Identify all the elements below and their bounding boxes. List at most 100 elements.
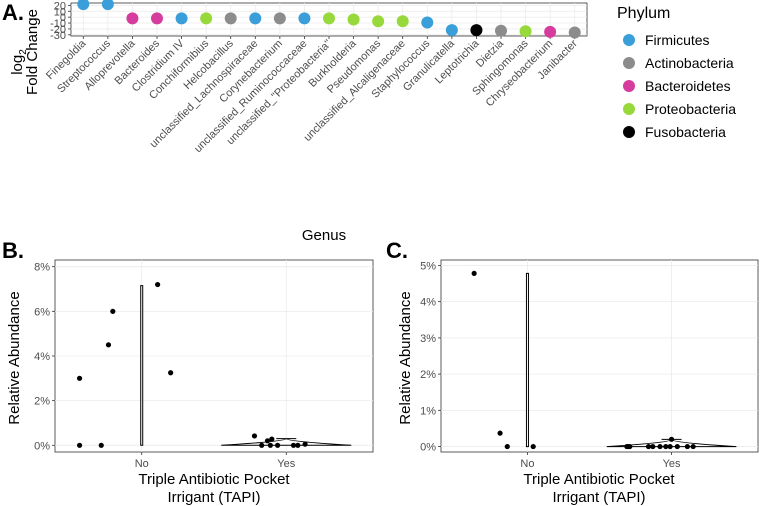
panel-c-ylabel: Relative Abundance xyxy=(397,291,414,424)
panel-c-ytick-label: 3% xyxy=(420,333,436,345)
panel-a-point xyxy=(77,0,90,11)
panel-a-ylabel-log: log xyxy=(9,55,26,75)
panel-c-ytick-label: 1% xyxy=(420,405,436,417)
legend-label: Fusobacteria xyxy=(645,124,726,140)
legend: Phylum Firmicutes Actinobacteria Bacteroid… xyxy=(617,5,736,140)
panel-a-point xyxy=(347,13,360,26)
panel-b-ytick-label: 8% xyxy=(34,262,50,274)
panel-b-ytick-label: 4% xyxy=(34,351,50,363)
panel-a-chart: 20100-10-20-30FinegoldiaStreptococcusAll… xyxy=(44,0,588,155)
panel-b-ytick-label: 0% xyxy=(34,440,50,452)
panel-label-b: B. xyxy=(2,238,24,263)
panel-c-ytick-label: 5% xyxy=(420,260,436,272)
panel-c-point xyxy=(668,436,675,442)
panel-a-ylabel-sub: 2 xyxy=(18,49,29,55)
panel-c-point xyxy=(530,443,536,450)
panel-a-point xyxy=(224,12,237,25)
panel-c-plot-area xyxy=(440,259,759,453)
panel-a-point xyxy=(323,12,335,25)
panel-b-point xyxy=(264,438,271,444)
panel-c-point xyxy=(471,270,477,277)
panel-b-point xyxy=(251,433,258,439)
panel-a-point xyxy=(568,26,581,39)
panel-c-point xyxy=(657,443,663,450)
panel-b-xlabel-line1: Triple Antibiotic Pocket xyxy=(138,471,290,488)
panel-c-ytick-label: 2% xyxy=(420,369,436,381)
panel-a-ytick-label: -10 xyxy=(50,18,66,30)
panel-c-point xyxy=(650,443,656,450)
panel-b-point xyxy=(155,281,161,288)
panel-b-violin-no xyxy=(140,285,144,446)
panel-c-point xyxy=(497,430,503,436)
panel-b-point xyxy=(76,442,83,448)
panel-b-ylabel: Relative Abundance xyxy=(6,291,23,424)
panel-b-point xyxy=(269,436,275,442)
panel-b-point xyxy=(295,442,301,448)
panel-a-point xyxy=(273,12,286,25)
panel-c-point xyxy=(627,443,633,450)
panel-c-point xyxy=(667,443,673,450)
panel-a-point xyxy=(175,12,188,25)
panel-a-ylabel: log2 xyxy=(9,49,29,75)
panel-b-point xyxy=(302,441,308,447)
panel-b-point xyxy=(267,442,273,448)
panel-c-ytick-label: 0% xyxy=(420,442,436,454)
panel-a-ytick-label: -20 xyxy=(50,24,66,36)
panel-b-chart: 0% 2% 4% 6% 8% No Yes xyxy=(34,259,374,470)
panel-a-ytick-label: 20 xyxy=(54,0,66,12)
panel-b-xtick-label: Yes xyxy=(277,458,295,470)
panel-a-ylabel-line2: Fold Change xyxy=(24,9,41,95)
panel-b-xlabel-line2: Irrigant (TAPI) xyxy=(167,489,260,506)
panel-c-ytick-label: 4% xyxy=(420,297,436,309)
legend-label: Firmicutes xyxy=(645,32,710,48)
panel-c-xlabel-line2: Irrigant (TAPI) xyxy=(552,489,645,506)
panel-a-ytick-label: 0 xyxy=(60,12,66,24)
panel-b-point xyxy=(98,442,104,448)
panel-a-point xyxy=(249,12,262,25)
panel-b-point xyxy=(76,375,83,381)
panel-c-xtick-label: Yes xyxy=(663,458,681,470)
panel-b-point xyxy=(275,442,281,448)
panel-b-point xyxy=(259,442,265,448)
legend-key xyxy=(623,103,635,115)
panel-a-point xyxy=(470,24,483,37)
panel-b-point xyxy=(168,370,174,376)
legend-title: Phylum xyxy=(617,5,670,22)
panel-a-ytick-label: -30 xyxy=(50,30,66,42)
panel-a-point xyxy=(151,12,163,25)
panel-a-point xyxy=(126,12,139,25)
panel-a-point xyxy=(200,12,213,25)
panel-b-ytick-label: 2% xyxy=(34,396,50,408)
panel-a-point xyxy=(298,12,311,25)
panel-c-violin-no xyxy=(525,272,529,448)
legend-key xyxy=(623,57,635,69)
legend-key xyxy=(623,80,635,92)
panel-b-ytick-label: 6% xyxy=(34,306,50,318)
panel-b-xtick-label: No xyxy=(135,458,149,470)
panel-a-xlabel: Genus xyxy=(302,227,346,244)
panel-c-point xyxy=(684,443,690,450)
panel-a-point xyxy=(495,24,507,37)
panel-c-point xyxy=(504,443,510,450)
panel-a-point xyxy=(372,15,385,28)
panel-c-chart: 0% 1% 2% 3% 4% 5% No Yes xyxy=(420,259,759,470)
legend-label: Proteobacteria xyxy=(645,101,736,117)
legend-label: Bacteroidetes xyxy=(645,78,731,94)
panel-b-point xyxy=(105,342,112,348)
panel-c-point xyxy=(663,443,669,450)
panel-a-point xyxy=(396,15,409,28)
panel-a-point xyxy=(519,25,532,38)
panel-c-point xyxy=(690,443,696,450)
legend-label: Actinobacteria xyxy=(645,55,734,71)
panel-c-point xyxy=(674,443,680,450)
panel-b-point xyxy=(290,442,297,448)
panel-a-point xyxy=(421,16,434,29)
panel-c-point xyxy=(645,443,652,450)
panel-a-point xyxy=(101,0,114,11)
panel-a-ytick-label: 10 xyxy=(54,6,66,18)
panel-a-point xyxy=(445,24,458,37)
panel-c-xlabel-line1: Triple Antibiotic Pocket xyxy=(523,471,675,488)
panel-b-point xyxy=(110,308,116,314)
panel-a-point xyxy=(544,25,557,38)
